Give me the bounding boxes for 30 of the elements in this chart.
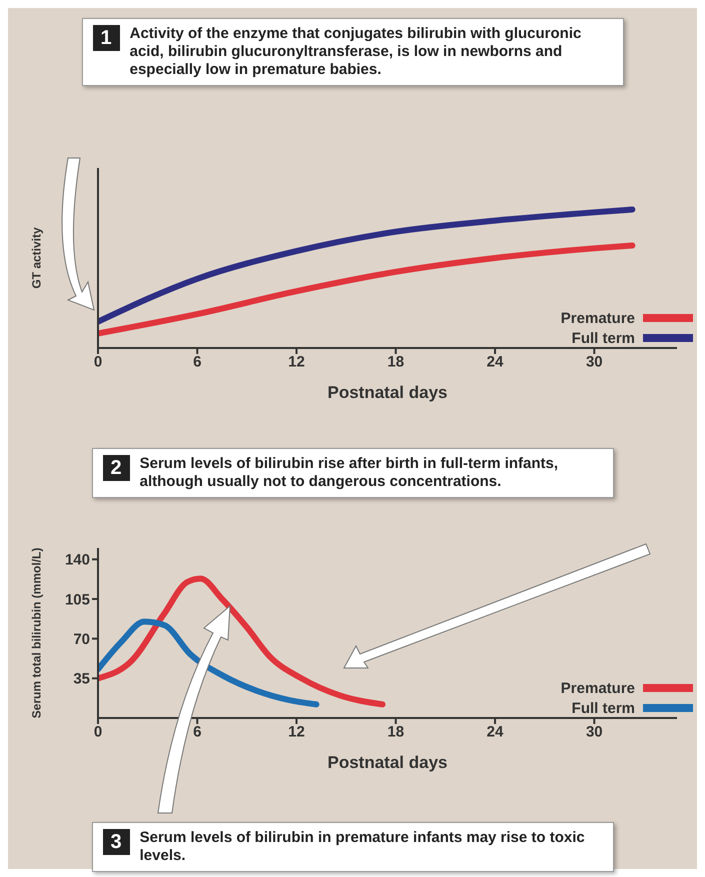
y-axis-title: Serum total bilirubin (mmol/L) xyxy=(29,548,44,718)
legend-label: Premature xyxy=(560,680,635,696)
x-tick-label: 24 xyxy=(486,354,504,371)
x-tick-label: 18 xyxy=(387,724,404,741)
x-tick-label: 30 xyxy=(586,724,603,741)
x-tick-label: 24 xyxy=(486,724,504,741)
text: Serum levels of bilirubin rise after birth in full-term infants, although usually not to dangerous concentrations. xyxy=(140,455,560,491)
text: Activity of the enzyme that conjugates bilirubin with glucuronic acid, bilirubin glucuronyltransferase, is low in newborns and especially low in premature babies. xyxy=(130,25,582,79)
y-tick-label: 35 xyxy=(73,670,90,688)
y-tick-label: 105 xyxy=(64,591,90,608)
x-tick-label: 18 xyxy=(387,354,404,371)
x-axis-title: Postnatal days xyxy=(328,753,448,772)
y-axis-title: GT activity xyxy=(29,227,44,289)
x-tick-label: 12 xyxy=(288,724,305,741)
text: 2 xyxy=(102,455,130,481)
x-tick-label: 0 xyxy=(94,724,102,741)
x-tick-label: 0 xyxy=(94,354,102,371)
y-tick-label: 70 xyxy=(73,630,90,648)
x-tick-label: 6 xyxy=(193,724,202,741)
legend-label: Full term xyxy=(572,330,635,346)
x-axis-title: Postnatal days xyxy=(328,383,448,402)
y-tick-label: 140 xyxy=(64,552,90,569)
text: Serum levels of bilirubin in premature infants may rise to toxic levels. xyxy=(140,829,586,865)
text: 1 xyxy=(92,25,120,51)
x-tick-label: 30 xyxy=(586,354,603,371)
x-tick-label: 6 xyxy=(193,354,202,371)
legend-label: Full term xyxy=(572,700,635,716)
legend-label: Premature xyxy=(560,310,635,326)
x-tick-label: 12 xyxy=(288,354,305,371)
text: 3 xyxy=(102,829,130,855)
